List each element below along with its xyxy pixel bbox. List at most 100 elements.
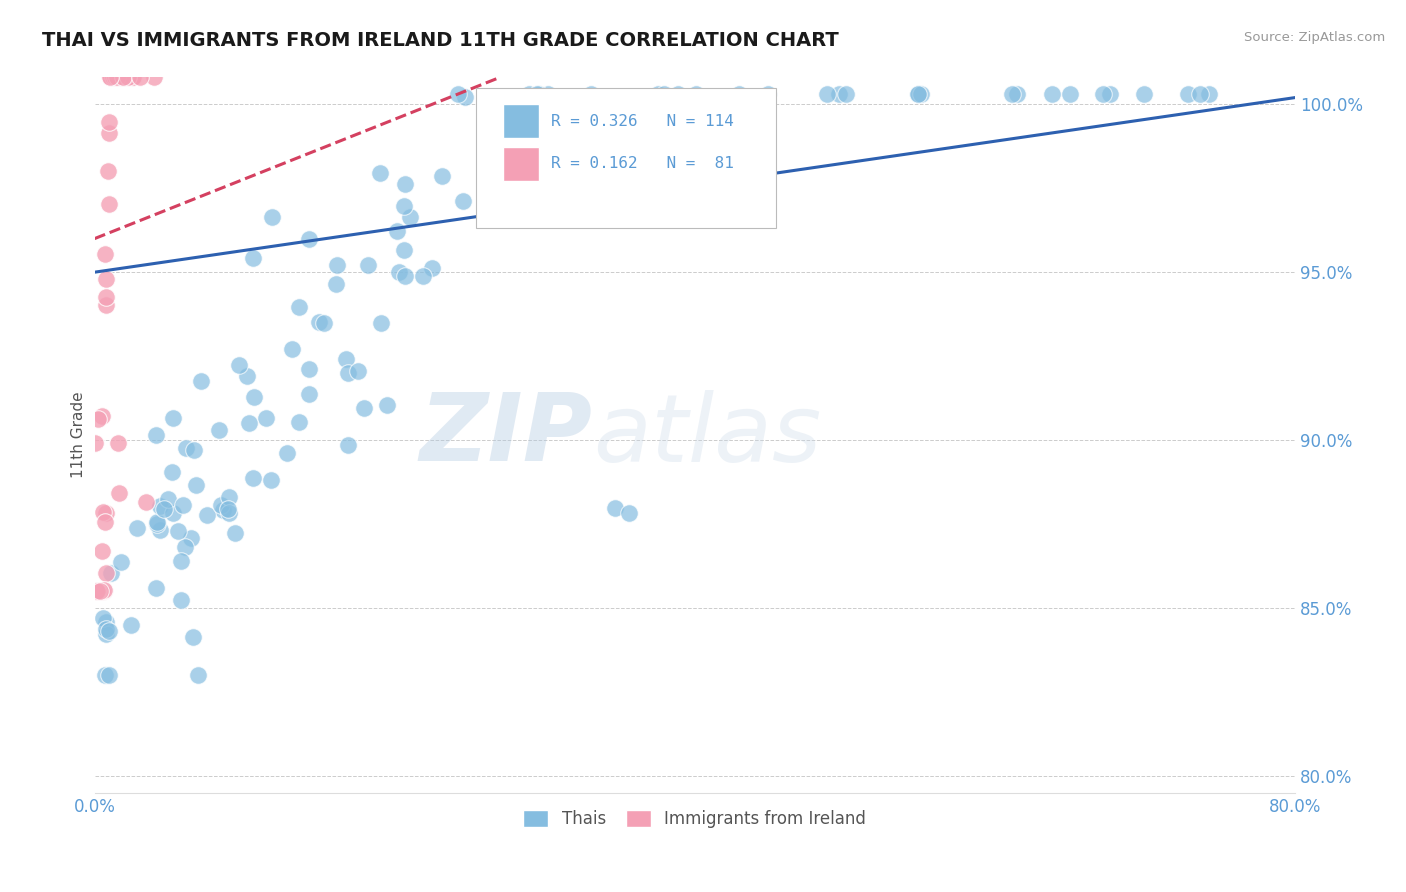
Point xyxy=(84,584,107,599)
Point xyxy=(94,668,117,682)
Point xyxy=(370,316,392,330)
Point xyxy=(104,70,127,85)
Point xyxy=(94,566,117,581)
Point xyxy=(212,502,235,516)
Point xyxy=(756,87,779,102)
Point xyxy=(447,87,470,102)
Point xyxy=(337,438,360,452)
Point xyxy=(112,70,135,85)
Point xyxy=(152,501,174,516)
Point xyxy=(98,624,121,638)
Point xyxy=(107,436,129,450)
Point xyxy=(260,474,283,488)
Point xyxy=(143,70,166,85)
Point xyxy=(84,436,107,450)
Point xyxy=(218,506,240,520)
Point xyxy=(86,584,108,599)
Point xyxy=(110,555,132,569)
Text: R = 0.326   N = 114: R = 0.326 N = 114 xyxy=(551,113,734,128)
Point xyxy=(180,532,202,546)
Point xyxy=(91,584,114,599)
Point xyxy=(87,584,110,599)
Point xyxy=(90,584,112,599)
Point xyxy=(91,505,114,519)
Y-axis label: 11th Grade: 11th Grade xyxy=(72,392,86,478)
Point xyxy=(170,554,193,568)
Point xyxy=(183,442,205,457)
Point xyxy=(517,87,540,102)
Point xyxy=(190,374,212,388)
Point xyxy=(104,70,127,85)
Point xyxy=(125,521,148,535)
Text: Source: ZipAtlas.com: Source: ZipAtlas.com xyxy=(1244,31,1385,45)
Point xyxy=(120,617,142,632)
Point xyxy=(728,87,751,102)
Point xyxy=(1092,87,1115,102)
Point xyxy=(149,499,172,513)
Point xyxy=(412,268,434,283)
Point xyxy=(387,224,409,238)
Point xyxy=(907,87,929,102)
Point xyxy=(91,584,114,599)
Point xyxy=(353,401,375,416)
Point xyxy=(668,87,690,102)
Point xyxy=(1059,87,1081,102)
Point xyxy=(145,427,167,442)
Point xyxy=(94,622,117,636)
Point xyxy=(93,584,115,599)
Point xyxy=(100,566,122,580)
Point xyxy=(146,517,169,532)
Point xyxy=(392,243,415,257)
Text: THAI VS IMMIGRANTS FROM IRELAND 11TH GRADE CORRELATION CHART: THAI VS IMMIGRANTS FROM IRELAND 11TH GRA… xyxy=(42,31,839,50)
Point xyxy=(108,486,131,500)
Point xyxy=(84,584,107,599)
Point xyxy=(603,500,626,515)
Point xyxy=(97,668,120,682)
Point xyxy=(617,506,640,520)
Point xyxy=(184,477,207,491)
FancyBboxPatch shape xyxy=(503,147,538,181)
Point xyxy=(98,126,121,140)
Point xyxy=(156,491,179,506)
Point xyxy=(537,87,560,102)
Point xyxy=(97,164,120,178)
Point xyxy=(579,87,602,102)
Point xyxy=(101,70,124,85)
Point xyxy=(89,584,111,599)
Point xyxy=(91,584,114,599)
Point xyxy=(86,584,108,599)
Point xyxy=(104,70,127,85)
Point xyxy=(89,584,111,599)
Point xyxy=(262,211,284,225)
Point xyxy=(172,498,194,512)
Point xyxy=(162,506,184,520)
Point xyxy=(94,506,117,520)
Point xyxy=(91,611,114,625)
Point xyxy=(93,583,115,598)
Point xyxy=(98,70,121,85)
Point xyxy=(217,501,239,516)
Point xyxy=(1007,87,1029,102)
Point xyxy=(98,70,121,85)
Point xyxy=(652,87,675,102)
Point xyxy=(1001,87,1024,102)
Point xyxy=(112,70,135,85)
Point xyxy=(238,417,260,431)
Point xyxy=(375,398,398,412)
Point xyxy=(87,584,110,599)
Point xyxy=(90,584,112,599)
Point xyxy=(90,584,112,599)
Text: ZIP: ZIP xyxy=(420,389,593,481)
Point xyxy=(145,581,167,595)
Point xyxy=(835,87,858,102)
Point xyxy=(1132,87,1154,102)
Point xyxy=(298,362,321,376)
Point xyxy=(392,198,415,212)
Point xyxy=(86,584,108,599)
Point xyxy=(146,516,169,530)
Point xyxy=(90,584,112,599)
Point xyxy=(86,584,108,599)
Point xyxy=(84,584,107,599)
Point xyxy=(87,584,110,599)
Point xyxy=(554,150,576,164)
